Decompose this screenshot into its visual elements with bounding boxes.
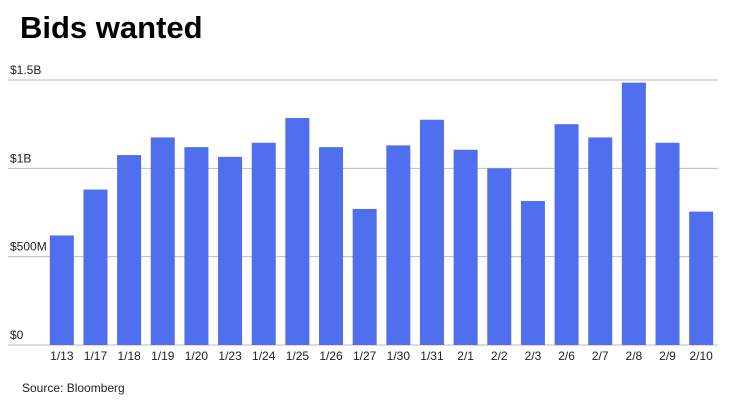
bar xyxy=(689,211,714,345)
x-tick-label: 1/31 xyxy=(420,349,444,363)
bar xyxy=(655,142,680,345)
bar xyxy=(352,208,377,345)
x-tick-label: 2/6 xyxy=(558,349,575,363)
y-tick-label: $500M xyxy=(10,240,47,254)
x-tick-label: 1/20 xyxy=(185,349,209,363)
x-tick-label: 2/1 xyxy=(457,349,474,363)
bar xyxy=(117,155,142,345)
bar xyxy=(554,124,579,346)
x-tick-label: 2/7 xyxy=(592,349,609,363)
x-tick-label: 2/10 xyxy=(689,349,713,363)
x-tick-label: 2/3 xyxy=(525,349,542,363)
bar xyxy=(588,137,613,345)
bar xyxy=(49,235,74,345)
bar xyxy=(150,137,175,345)
x-tick-label: 1/17 xyxy=(84,349,108,363)
chart-title: Bids wanted xyxy=(20,10,203,45)
x-tick-label: 1/13 xyxy=(50,349,74,363)
bar xyxy=(184,147,209,345)
x-tick-label: 1/23 xyxy=(218,349,242,363)
bar xyxy=(218,156,243,345)
bar xyxy=(487,168,512,345)
x-tick-label: 1/30 xyxy=(387,349,411,363)
x-tick-label: 1/25 xyxy=(286,349,310,363)
bar xyxy=(251,142,276,345)
x-tick-label: 2/9 xyxy=(659,349,676,363)
y-tick-label: $1B xyxy=(10,151,31,165)
bar xyxy=(285,117,310,345)
x-tick-label: 2/8 xyxy=(626,349,643,363)
bar xyxy=(419,119,444,345)
bar xyxy=(319,147,344,345)
bar xyxy=(520,201,545,345)
bar xyxy=(83,189,108,345)
x-tick-label: 1/24 xyxy=(252,349,276,363)
x-tick-label: 2/2 xyxy=(491,349,508,363)
x-tick-label: 1/19 xyxy=(151,349,175,363)
bar xyxy=(453,149,478,345)
y-tick-label: $0 xyxy=(10,328,24,342)
bar xyxy=(621,82,646,346)
x-tick-label: 1/27 xyxy=(353,349,377,363)
bar xyxy=(386,145,411,345)
source-note: Source: Bloomberg xyxy=(22,381,125,395)
y-tick-label: $1.5B xyxy=(10,63,41,77)
x-tick-label: 1/26 xyxy=(319,349,343,363)
x-tick-label: 1/18 xyxy=(117,349,141,363)
